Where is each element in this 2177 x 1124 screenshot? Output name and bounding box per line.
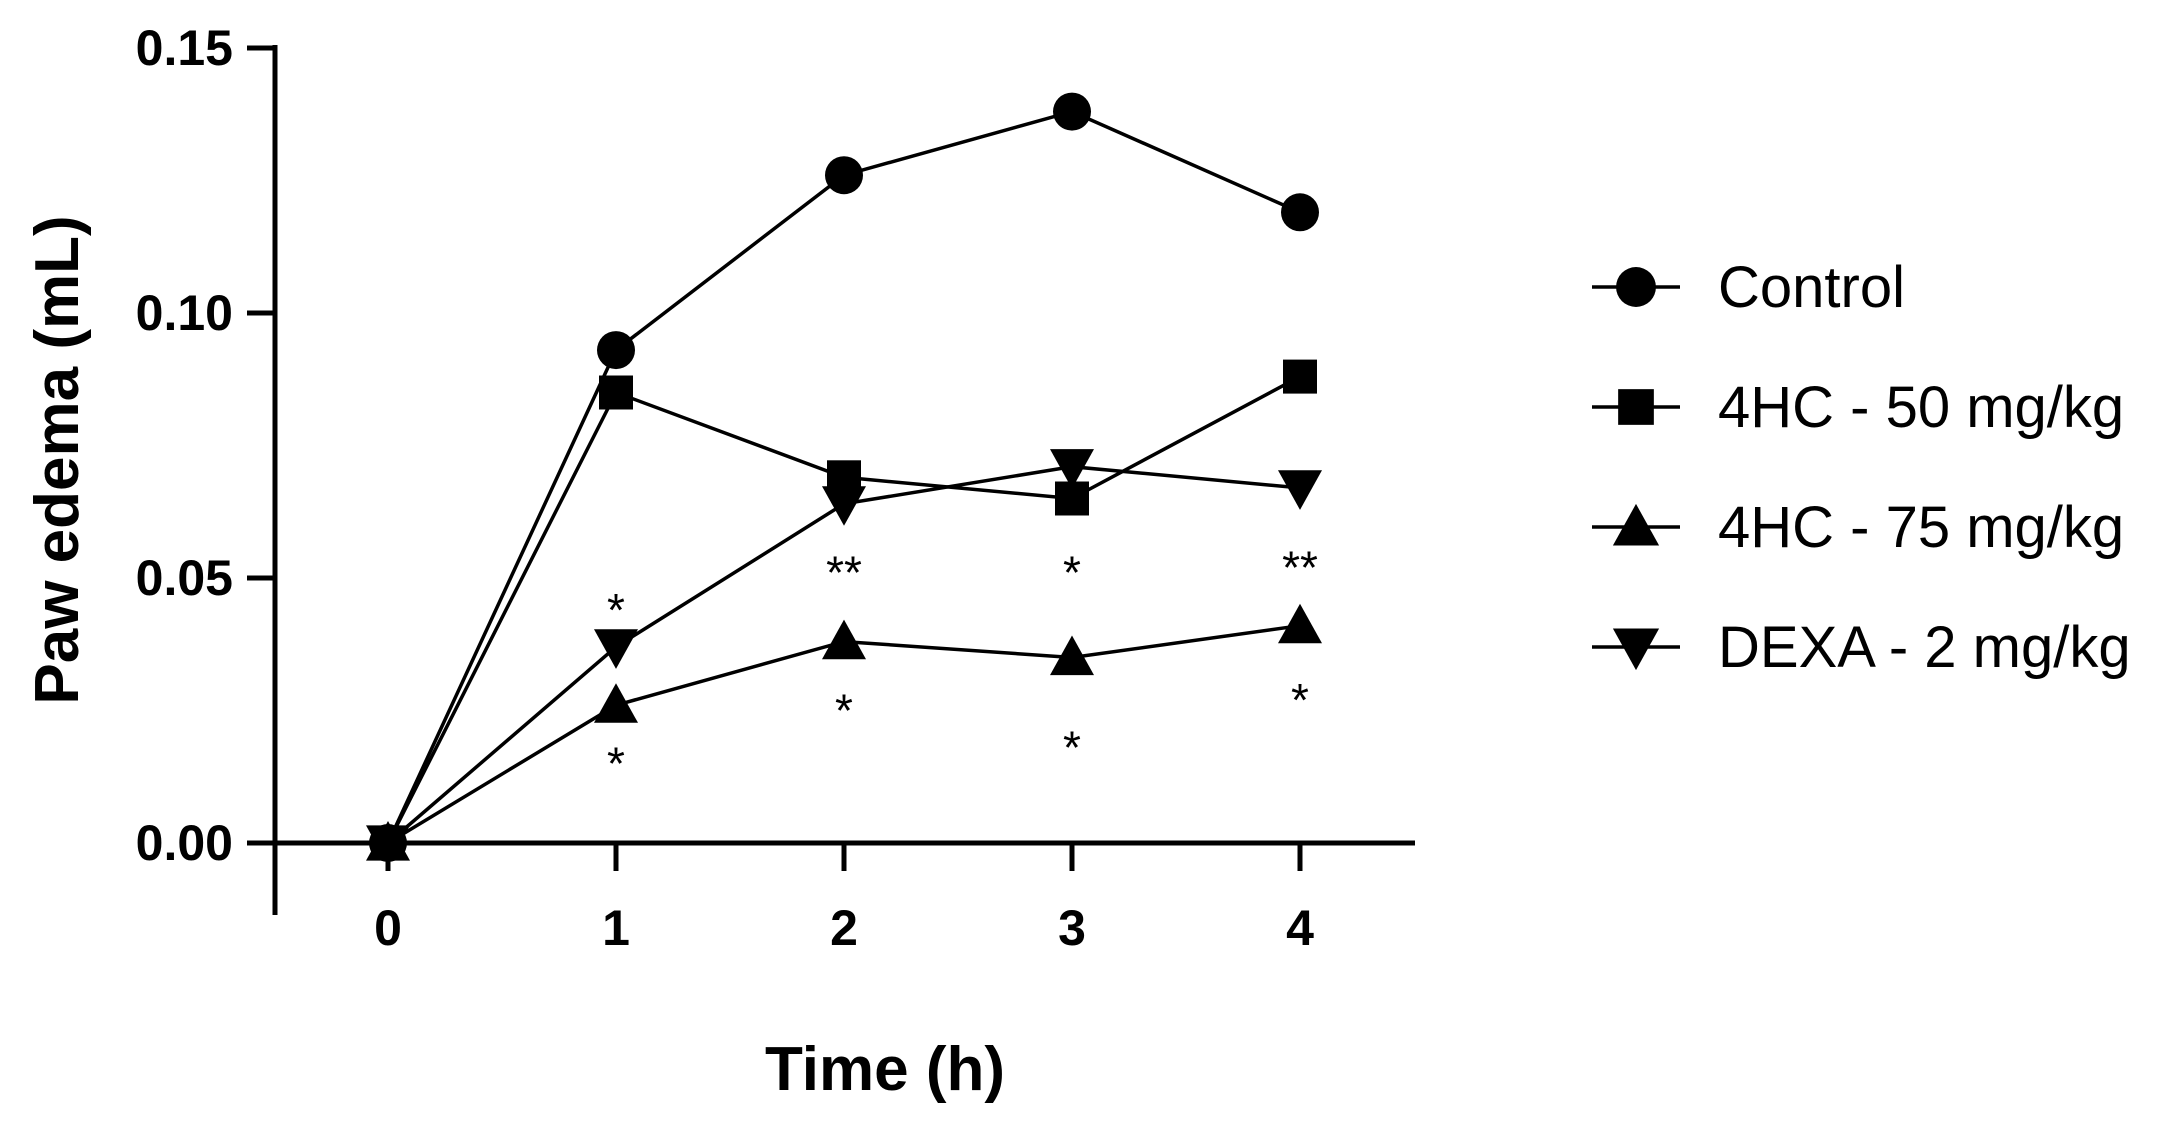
legend-marker <box>1612 503 1660 546</box>
data-point <box>369 824 407 862</box>
data-point <box>822 619 866 660</box>
significance-mark: ** <box>826 547 862 599</box>
data-point <box>594 629 638 669</box>
significance-mark: * <box>607 584 625 636</box>
data-point <box>1050 635 1094 676</box>
x-tick-label: 3 <box>1058 900 1086 956</box>
legend-entry: Control <box>1592 255 1905 320</box>
y-tick-label: 0.10 <box>136 285 233 341</box>
legend-marker <box>1618 389 1654 425</box>
series-circle <box>369 92 1319 862</box>
significance-mark: * <box>1063 722 1081 774</box>
data-point <box>1281 193 1319 232</box>
series-line <box>386 375 1301 844</box>
x-tick-label: 4 <box>1286 900 1314 956</box>
y-axis-title: Paw edema (mL) <box>23 215 92 704</box>
x-tick-label: 0 <box>374 900 402 956</box>
legend-entry: 4HC - 75 mg/kg <box>1592 495 2124 560</box>
data-point <box>827 460 861 495</box>
significance-mark: * <box>1291 674 1309 726</box>
significance-mark: * <box>607 738 625 790</box>
x-tick-label: 2 <box>830 900 858 956</box>
data-point <box>597 331 635 370</box>
legend-entry: DEXA - 2 mg/kg <box>1592 615 2131 680</box>
data-point <box>1278 470 1322 510</box>
legend-label: Control <box>1718 255 1905 320</box>
y-tick-label: 0.15 <box>136 20 233 76</box>
significance-mark: * <box>835 685 853 737</box>
significance-annotations: ********** <box>607 541 1318 789</box>
legend-label: 4HC - 50 mg/kg <box>1718 375 2124 440</box>
data-point <box>594 683 638 723</box>
y-tick-label: 0.00 <box>136 815 233 871</box>
data-point <box>825 156 863 195</box>
legend-label: DEXA - 2 mg/kg <box>1718 615 2131 680</box>
data-point <box>1055 481 1089 516</box>
legend-label: 4HC - 75 mg/kg <box>1718 495 2124 560</box>
legend: Control 4HC - 50 mg/kg 4HC - 75 mg/kg DEXA … <box>1592 255 2131 680</box>
series-layer <box>366 92 1322 865</box>
axes: 0.00 0.05 0.10 0.15 0 1 2 3 4 <box>136 20 1415 956</box>
significance-mark: ** <box>1282 541 1318 593</box>
x-tick-label: 1 <box>602 900 630 956</box>
data-point <box>1050 449 1094 489</box>
data-point <box>1053 92 1091 131</box>
significance-mark: * <box>1063 547 1081 599</box>
series-square <box>371 359 1317 860</box>
legend-entry: 4HC - 50 mg/kg <box>1592 375 2124 440</box>
data-point <box>599 375 633 410</box>
data-point <box>1283 359 1317 394</box>
data-point <box>1278 603 1322 644</box>
y-tick-label: 0.05 <box>136 550 233 606</box>
legend-marker <box>1616 267 1656 307</box>
data-point <box>822 486 866 526</box>
x-axis-title: Time (h) <box>765 1035 1005 1104</box>
legend-marker <box>1612 628 1660 671</box>
